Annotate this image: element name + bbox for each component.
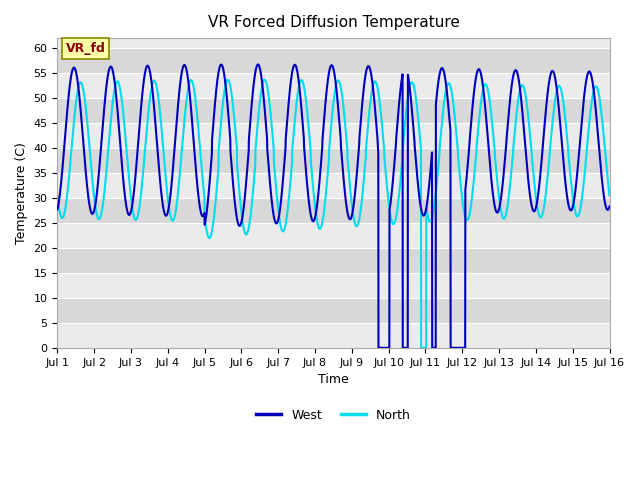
West [605,204,613,209]
Bar [58,148,609,173]
West [595,144,603,150]
North [536,213,543,219]
West [536,180,543,185]
North [289,136,297,142]
North [417,345,425,351]
Y-axis label: Temperature (C): Temperature (C) [15,142,28,244]
North [595,92,603,98]
North [116,87,124,93]
West [374,345,382,351]
West [116,143,124,148]
West [54,206,61,212]
North [54,194,61,200]
West [254,61,262,67]
Text: VR_fd: VR_fd [66,42,106,55]
West [266,172,273,178]
North [266,98,273,104]
Bar [58,48,609,73]
Bar [58,98,609,123]
North [149,79,157,85]
Bar [58,198,609,223]
Line: West: West [58,64,609,348]
X-axis label: Time: Time [318,373,349,386]
North [261,77,269,83]
Legend: West, North: West, North [252,404,415,427]
West [149,94,157,100]
North [605,192,613,198]
Line: North: North [58,80,609,348]
Bar [58,248,609,273]
West [289,64,297,70]
Title: VR Forced Diffusion Temperature: VR Forced Diffusion Temperature [207,15,460,30]
Bar [58,298,609,323]
